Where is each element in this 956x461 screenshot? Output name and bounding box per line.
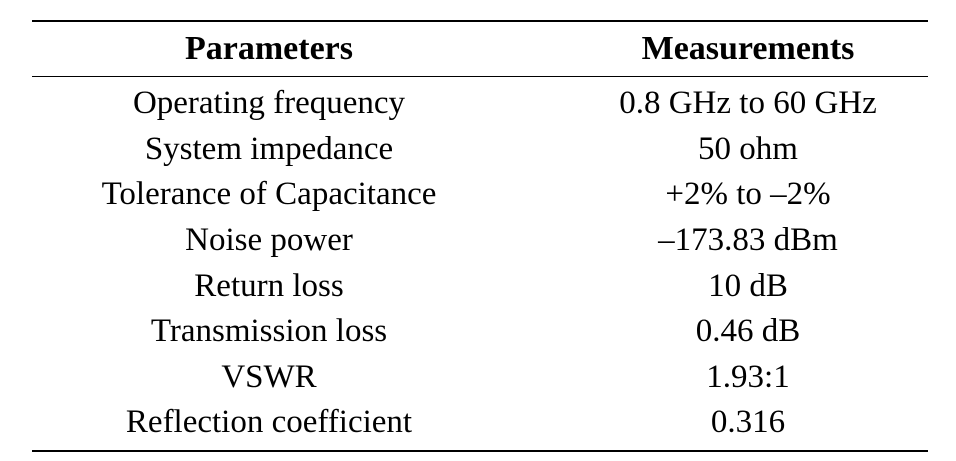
parameter-cell: Reflection coefficient <box>125 404 413 441</box>
table-row: Transmission loss 0.46 dB <box>32 309 928 355</box>
parameters-table: Parameters Measurements Operating freque… <box>32 20 928 452</box>
table-row: Return loss 10 dB <box>32 263 928 309</box>
top-rule <box>32 20 928 22</box>
table-row: Reflection coefficient 0.316 <box>32 400 928 450</box>
measurement-cell: +2% to –2% <box>665 176 831 213</box>
parameter-cell: Return loss <box>194 267 344 304</box>
parameter-cell: Noise power <box>185 222 353 259</box>
table-body: Operating frequency 0.8 GHz to 60 GHz Sy… <box>32 77 928 450</box>
header-row: Parameters Measurements <box>32 22 928 76</box>
parameter-cell: System impedance <box>144 130 394 167</box>
parameter-cell: VSWR <box>221 358 317 395</box>
measurement-cell: 50 ohm <box>698 130 798 167</box>
table-row: Noise power –173.83 dBm <box>32 218 928 264</box>
table-row: VSWR 1.93:1 <box>32 355 928 401</box>
header-measurements: Measurements <box>641 30 855 67</box>
table-row: System impedance 50 ohm <box>32 127 928 173</box>
bottom-rule <box>32 449 928 452</box>
parameter-cell: Operating frequency <box>132 85 406 122</box>
header-rule <box>32 76 928 77</box>
measurement-cell: 1.93:1 <box>706 358 790 395</box>
table-row: Tolerance of Capacitance +2% to –2% <box>32 172 928 218</box>
parameter-cell: Transmission loss <box>150 313 388 350</box>
measurement-cell: 0.316 <box>710 404 786 441</box>
table-row: Operating frequency 0.8 GHz to 60 GHz <box>32 77 928 127</box>
measurement-cell: 10 dB <box>708 267 788 304</box>
measurement-cell: –173.83 dBm <box>658 222 838 259</box>
table: Parameters Measurements <box>32 22 928 76</box>
measurement-cell: 0.46 dB <box>695 313 801 350</box>
measurement-cell: 0.8 GHz to 60 GHz <box>619 85 877 122</box>
header-parameters: Parameters <box>184 30 353 67</box>
parameter-cell: Tolerance of Capacitance <box>101 176 437 213</box>
